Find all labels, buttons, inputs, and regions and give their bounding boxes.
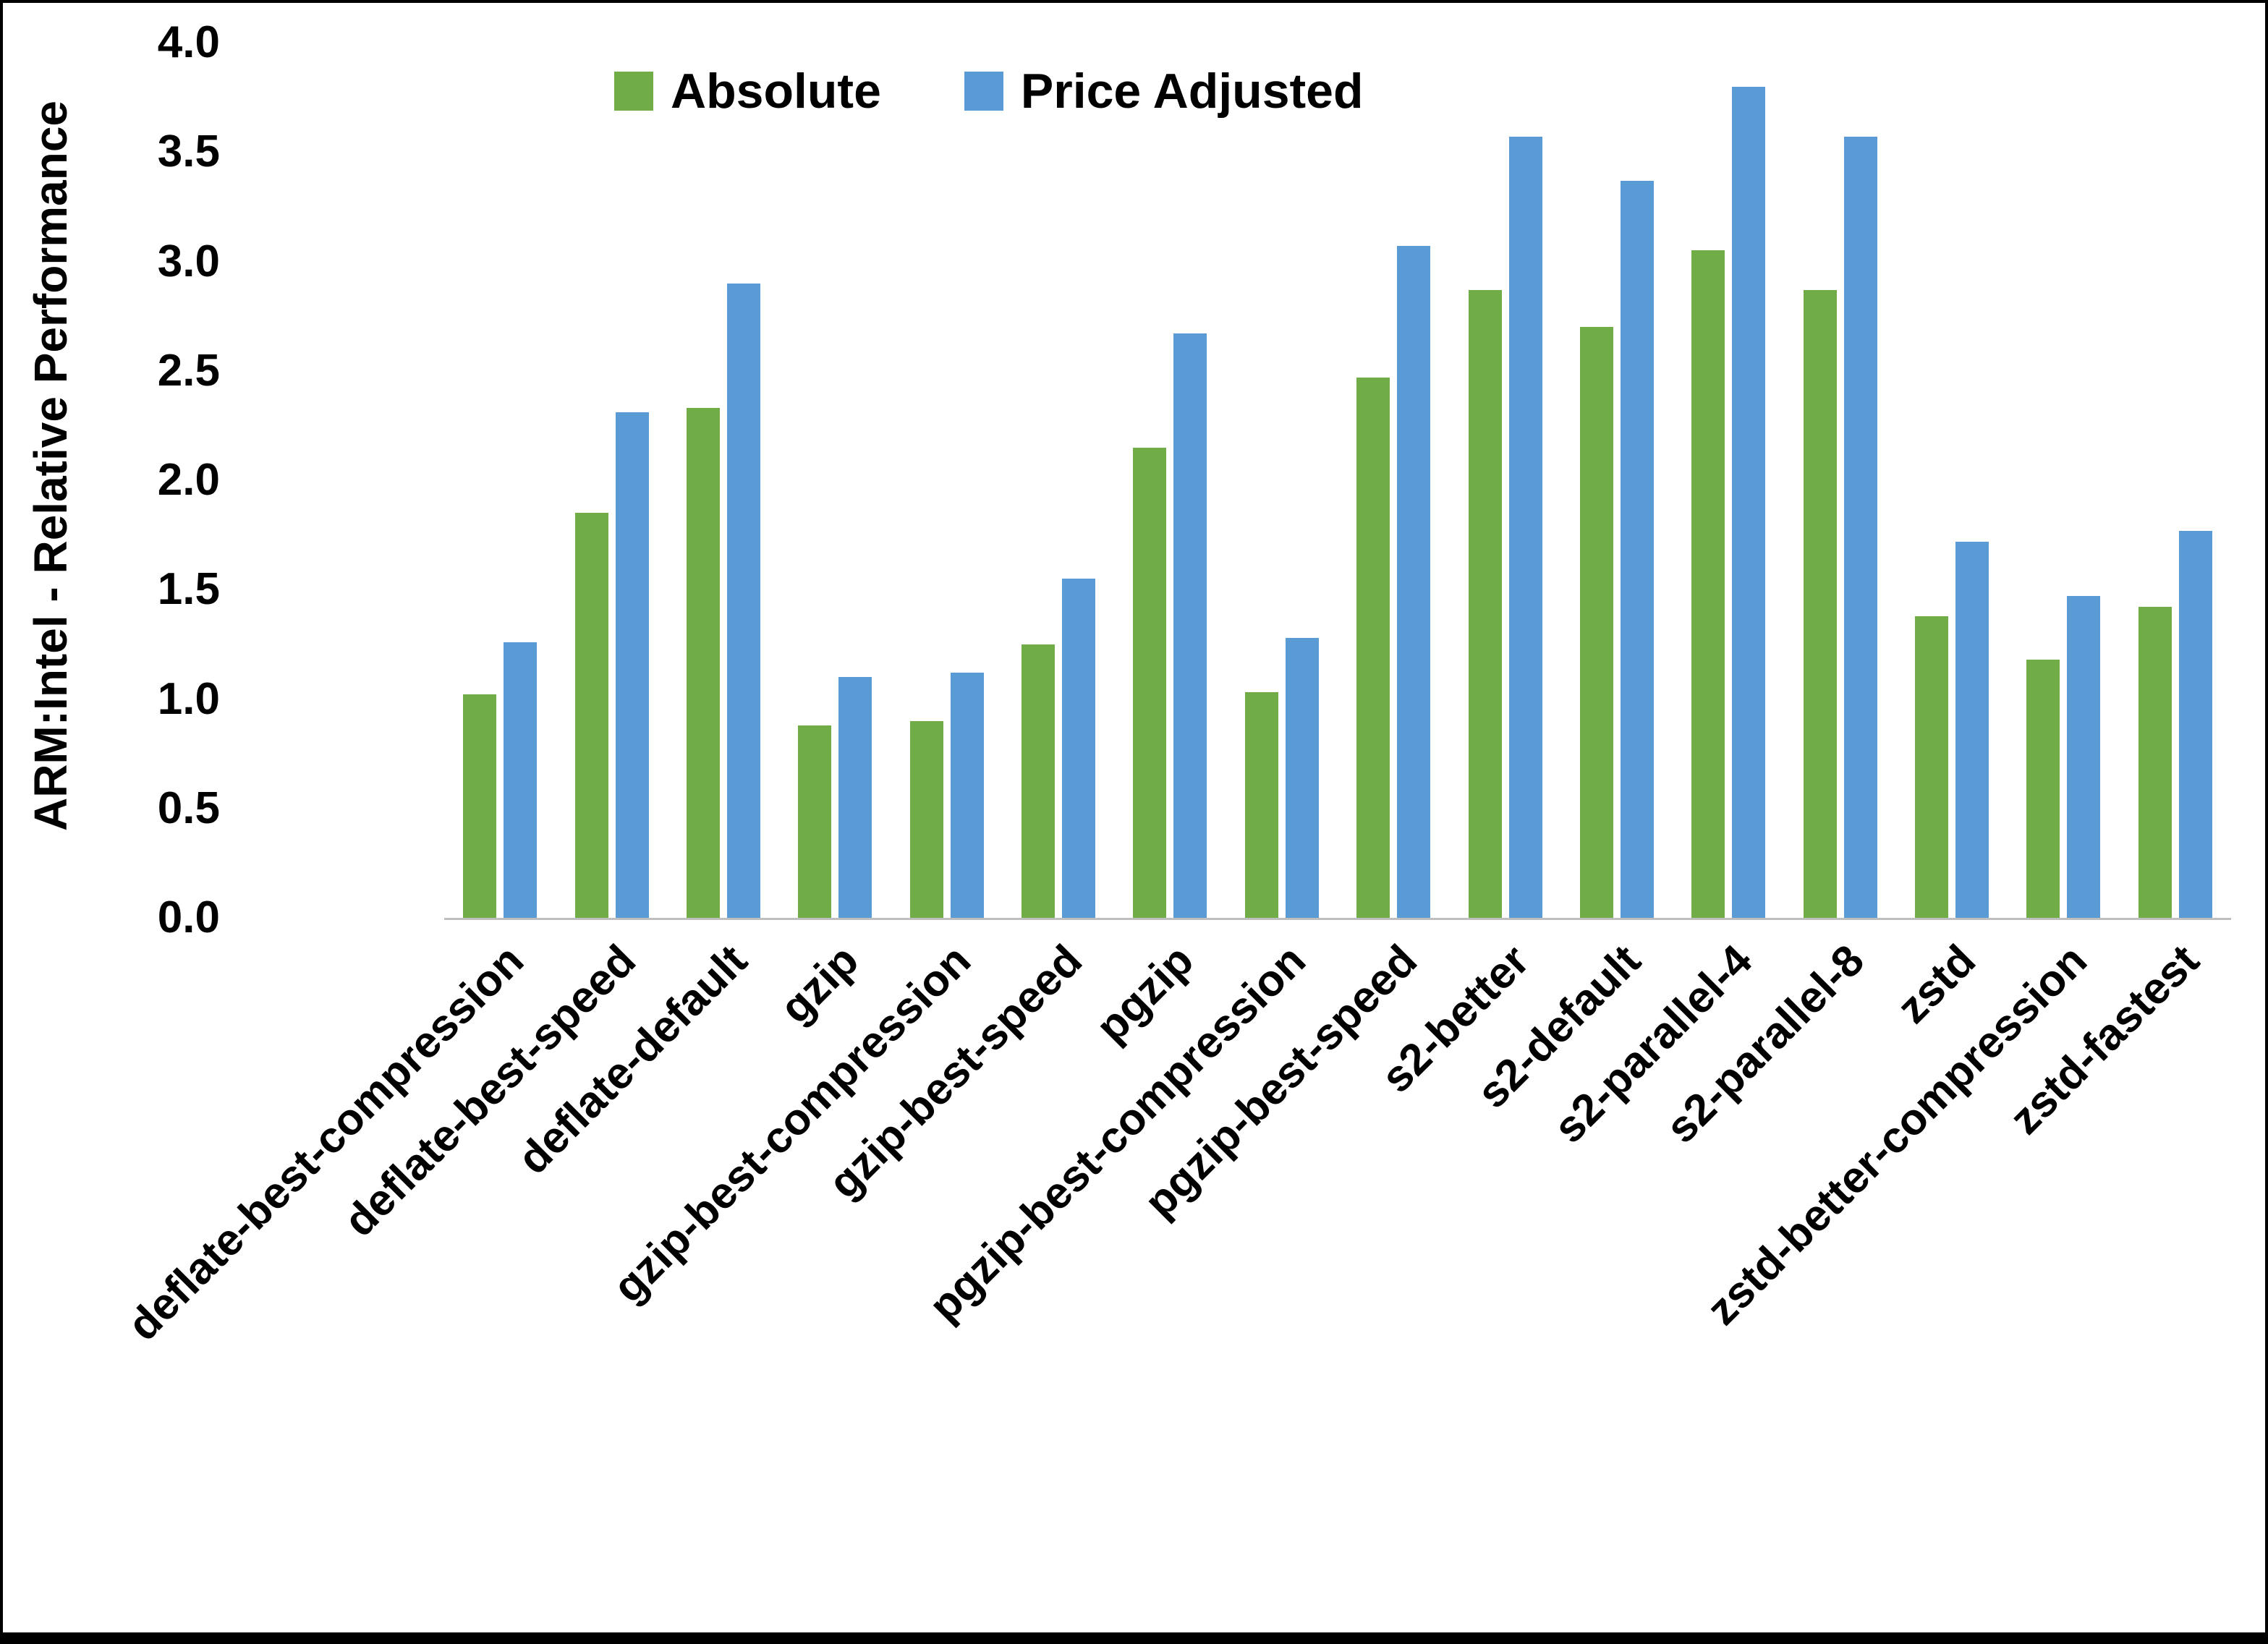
bar-price-adjusted-pgzip — [1173, 333, 1207, 918]
bar-price-adjusted-gzip-best-compression — [950, 673, 984, 918]
bar-price-adjusted-zstd-better-compression — [2067, 596, 2101, 918]
y-tick-label-3.5: 3.5 — [157, 127, 220, 177]
x-category-label-s2-parallel-8: s2-parallel-8 — [1656, 935, 1873, 1153]
plot-area: Absolute Price Adjusted — [444, 43, 2231, 920]
bar-absolute-deflate-best-speed — [574, 513, 608, 918]
legend-swatch-absolute — [614, 72, 653, 111]
bar-absolute-zstd-better-compression — [2026, 660, 2060, 918]
x-category-label-pgzip: pgzip — [1087, 935, 1203, 1052]
bar-absolute-deflate-best-compression — [463, 694, 497, 918]
legend-label-absolute: Absolute — [671, 64, 881, 119]
bar-price-adjusted-s2-better — [1508, 137, 1542, 918]
bar-absolute-s2-parallel-4 — [1691, 250, 1725, 918]
bars-layer — [444, 43, 2231, 918]
bar-price-adjusted-deflate-default — [726, 283, 760, 918]
y-tick-label-1.5: 1.5 — [157, 564, 220, 615]
legend-label-price-adjusted: Price Adjusted — [1020, 64, 1364, 119]
x-category-label-zstd-fastest: zstd-fastest — [2000, 935, 2209, 1143]
x-category-label-pgzip-best-speed: pgzip-best-speed — [1134, 935, 1427, 1227]
x-category-label-deflate-default: deflate-default — [508, 935, 757, 1184]
bar-price-adjusted-zstd-fastest — [2178, 530, 2212, 918]
bar-price-adjusted-deflate-best-speed — [615, 412, 649, 918]
bar-price-adjusted-s2-default — [1620, 180, 1654, 918]
x-category-label-s2-better: s2-better — [1371, 935, 1538, 1102]
bar-price-adjusted-pgzip-best-speed — [1397, 246, 1431, 918]
bar-price-adjusted-s2-parallel-4 — [1732, 86, 1766, 918]
y-tick-label-2.5: 2.5 — [157, 345, 220, 396]
x-category-label-gzip-best-compression: gzip-best-compression — [603, 935, 980, 1312]
bar-price-adjusted-pgzip-best-compression — [1285, 637, 1319, 918]
x-category-label-gzip-best-speed: gzip-best-speed — [818, 935, 1092, 1208]
bar-price-adjusted-deflate-best-compression — [504, 642, 538, 918]
bar-price-adjusted-gzip — [838, 677, 872, 918]
legend-item-price-adjusted: Price Adjusted — [964, 63, 1364, 119]
bar-absolute-zstd-fastest — [2138, 607, 2172, 918]
bar-absolute-pgzip-best-speed — [1356, 377, 1390, 918]
bar-price-adjusted-s2-parallel-8 — [1843, 137, 1877, 918]
x-category-label-s2-default: s2-default — [1467, 935, 1650, 1117]
x-category-label-gzip: gzip — [770, 935, 868, 1033]
bar-absolute-deflate-default — [686, 408, 720, 918]
legend-swatch-price-adjusted — [964, 72, 1003, 111]
bar-price-adjusted-gzip-best-speed — [1062, 579, 1096, 918]
x-category-label-s2-parallel-4: s2-parallel-4 — [1544, 935, 1762, 1153]
bar-absolute-s2-parallel-8 — [1803, 289, 1837, 918]
x-category-label-zstd: zstd — [1887, 935, 1985, 1033]
bar-absolute-s2-better — [1468, 289, 1502, 918]
bar-absolute-pgzip-best-compression — [1244, 692, 1278, 918]
y-tick-label-2.0: 2.0 — [157, 455, 220, 505]
bar-absolute-gzip-best-speed — [1022, 644, 1056, 918]
y-tick-label-4.0: 4.0 — [157, 17, 220, 67]
bar-absolute-zstd — [1915, 616, 1949, 918]
y-tick-label-0.5: 0.5 — [157, 783, 220, 833]
y-tick-label-3.0: 3.0 — [157, 236, 220, 286]
y-tick-label-1.0: 1.0 — [157, 673, 220, 724]
x-category-label-zstd-better-compression: zstd-better-compression — [1697, 935, 2097, 1334]
bar-price-adjusted-zstd — [1955, 541, 1989, 918]
y-axis-tick-labels: 0.0 0.5 1.0 1.5 2.0 2.5 3.0 3.5 4.0 — [43, 3, 220, 1632]
bar-absolute-s2-default — [1579, 327, 1613, 918]
y-tick-label-0.0: 0.0 — [157, 893, 220, 942]
bar-absolute-gzip-best-compression — [909, 720, 943, 918]
legend: Absolute Price Adjusted — [614, 63, 1364, 119]
bar-absolute-pgzip — [1133, 447, 1167, 918]
legend-item-absolute: Absolute — [614, 63, 881, 119]
bar-absolute-gzip — [798, 725, 832, 918]
x-category-label-pgzip-best-compression: pgzip-best-compression — [919, 935, 1315, 1331]
